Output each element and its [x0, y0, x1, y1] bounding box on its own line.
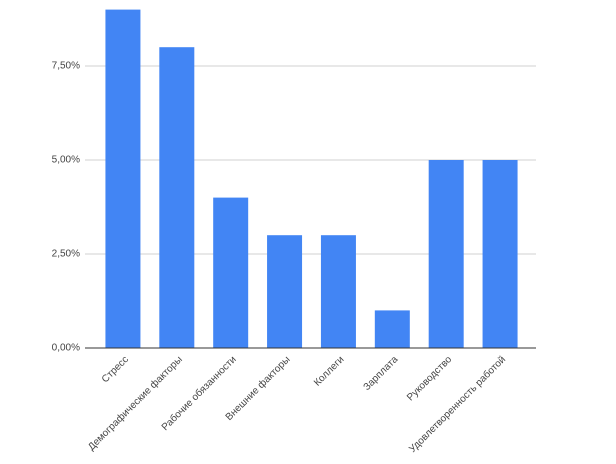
y-tick-label: 2,50% — [52, 249, 80, 260]
bar — [482, 160, 518, 348]
bar — [267, 235, 303, 348]
y-tick-label: 0,00% — [52, 343, 80, 354]
bar — [213, 197, 249, 348]
bar — [428, 160, 464, 348]
y-tick-label: 5,00% — [52, 155, 80, 166]
y-tick-label: 7,50% — [52, 61, 80, 72]
bar — [159, 47, 195, 348]
x-tick-label: Руководство — [405, 354, 454, 403]
x-tick-label: Демографические факторы — [85, 354, 184, 453]
bar — [374, 310, 410, 348]
x-tick-label: Коллеги — [312, 354, 346, 388]
x-tick-label: Стресс — [100, 354, 131, 385]
x-tick-label: Удовлетворенность работой — [407, 354, 509, 456]
x-tick-label: Зарплата — [362, 354, 401, 393]
bar — [320, 235, 356, 348]
bar — [105, 9, 141, 348]
